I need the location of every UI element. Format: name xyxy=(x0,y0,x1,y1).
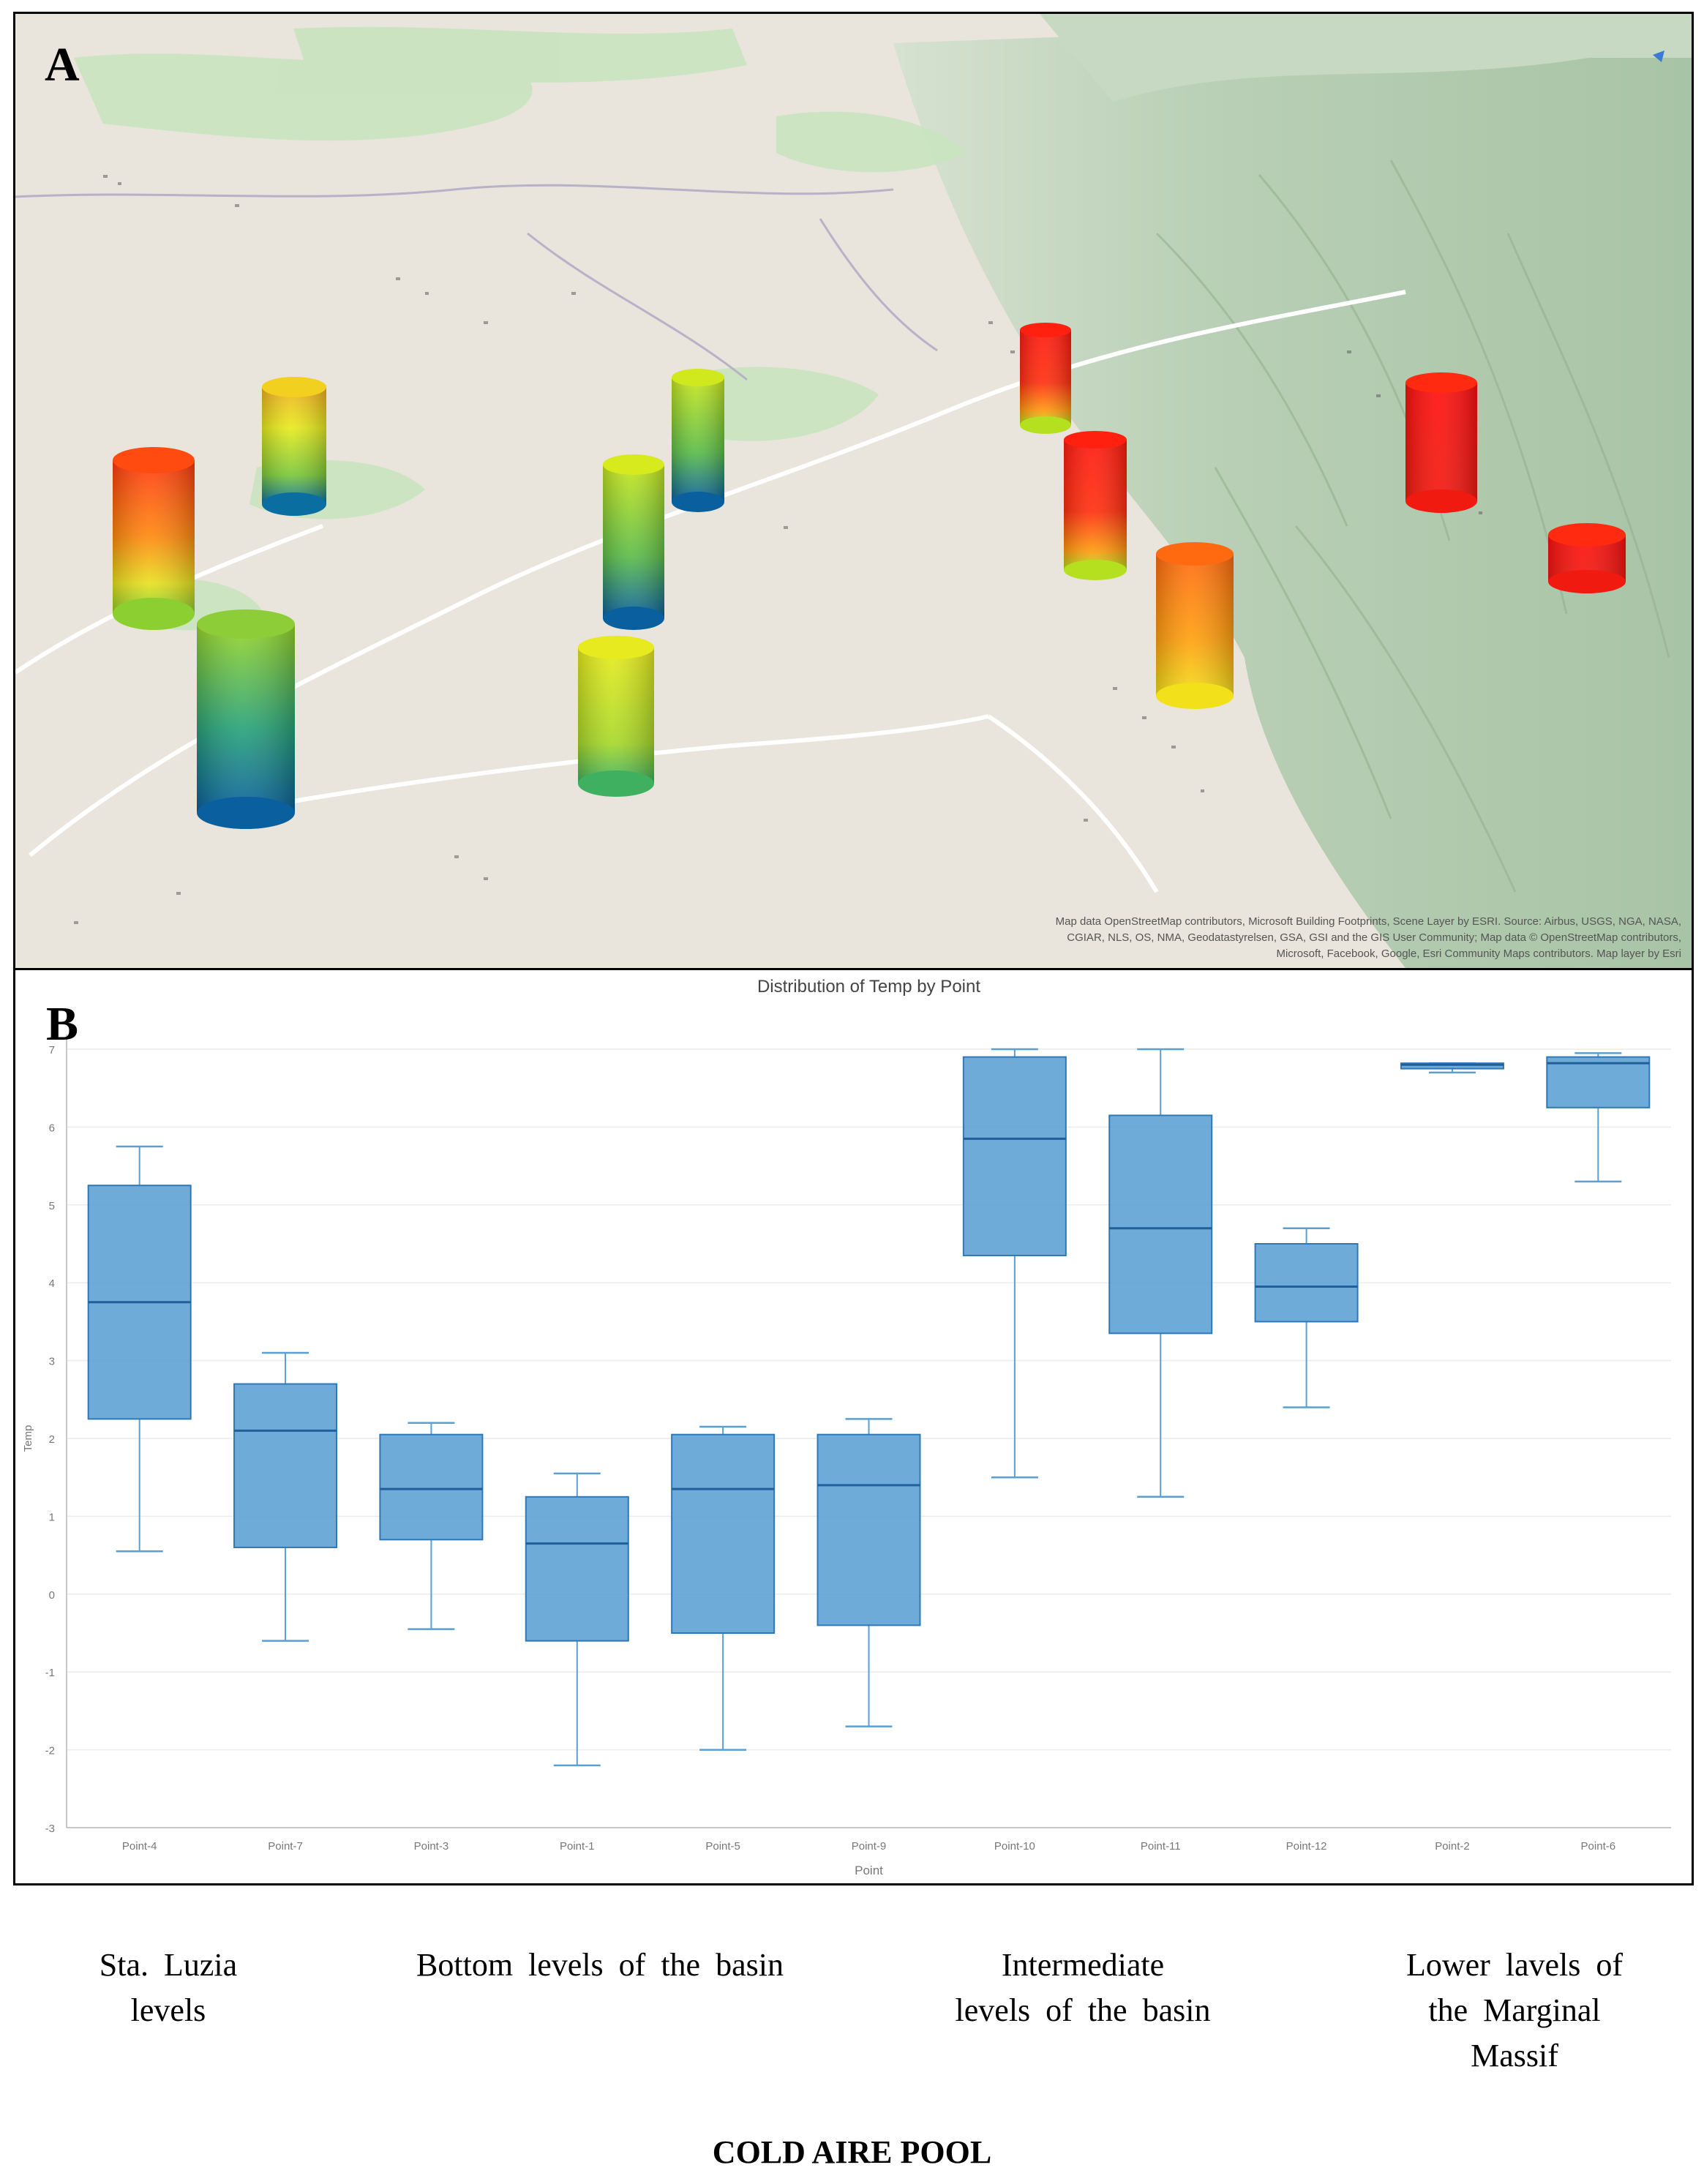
temp-cylinder xyxy=(1064,431,1127,580)
annotation-line: Bottom levels of the basin xyxy=(416,1947,784,1983)
panel-a-label: A xyxy=(45,38,80,91)
annotation-bottom: Bottom levels of the basin xyxy=(395,1943,805,1988)
box-point-11 xyxy=(1108,1114,1213,1335)
temp-cylinder xyxy=(672,369,724,512)
annotation-line: Intermediate xyxy=(1001,1947,1165,1983)
x-tick-label: Point-3 xyxy=(414,1840,449,1853)
temp-cylinder xyxy=(262,377,326,516)
temp-cylinder xyxy=(1405,372,1477,513)
box-point-1 xyxy=(525,1496,629,1642)
y-tick-label: 5 xyxy=(49,1200,55,1212)
x-tick-label: Point-7 xyxy=(268,1840,303,1853)
x-tick-label: Point-12 xyxy=(1286,1840,1327,1853)
temp-cylinder xyxy=(197,609,295,829)
chart-title: Distribution of Temp by Point xyxy=(757,977,980,997)
box-point-9 xyxy=(817,1433,921,1626)
panel-a-map: A Map data OpenStreetMap contributors, M… xyxy=(13,12,1694,970)
x-axis-label: Point xyxy=(855,1864,883,1877)
building-footprints xyxy=(74,175,1482,924)
x-tick-label: Point-6 xyxy=(1581,1840,1616,1853)
x-tick-label: Point-1 xyxy=(560,1840,595,1853)
temp-cylinder xyxy=(1548,523,1626,593)
x-tick-label: Point-4 xyxy=(122,1840,157,1853)
box-point-3 xyxy=(379,1433,484,1541)
x-tick-label: Point-9 xyxy=(852,1840,887,1853)
temp-cylinder xyxy=(578,636,654,797)
marginal-massif xyxy=(893,14,1692,968)
box-point-7 xyxy=(233,1383,338,1548)
annotation-line: Massif xyxy=(1471,2038,1558,2074)
minor-roads xyxy=(15,184,938,381)
panel-b-chart: Distribution of Temp by Point 7 6 5 4 3 2 1 0 -1 -… xyxy=(13,970,1694,1885)
annotation-lower: Lower lavels of the Marginal Massif xyxy=(1375,1943,1654,2079)
x-tick-label: Point-10 xyxy=(994,1840,1035,1853)
map-attribution: Map data OpenStreetMap contributors, Mic… xyxy=(1055,915,1681,960)
y-tick-label: 2 xyxy=(49,1433,55,1446)
box-point-12 xyxy=(1254,1243,1359,1323)
x-tick-label: Point-5 xyxy=(705,1840,740,1853)
annotation-line: Lower lavels of xyxy=(1405,1947,1624,1983)
y-tick-label: -2 xyxy=(45,1745,55,1757)
y-tick-label: -3 xyxy=(45,1823,55,1835)
annotation-line: levels of the basin xyxy=(955,1992,1211,2028)
x-tick-label: Point-11 xyxy=(1141,1840,1181,1853)
box-point-10 xyxy=(962,1056,1067,1256)
y-tick-label: -1 xyxy=(45,1667,55,1679)
box-point-2 xyxy=(1400,1062,1504,1070)
compass-icon xyxy=(1653,50,1664,62)
annotation-line: levels xyxy=(130,1992,206,2028)
y-tick-label: 0 xyxy=(49,1589,55,1602)
vegetation-patches xyxy=(74,26,967,631)
box-point-6 xyxy=(1546,1056,1651,1108)
panel-b-label: B xyxy=(46,997,79,1051)
footer-title: COLD AIRE POOL xyxy=(712,2134,992,2170)
boxplot-chart: Distribution of Temp by Point 7 6 5 4 3 2 1 0 -1 -… xyxy=(22,977,1671,1877)
annotation-sta-luzia: Sta. Luzia levels xyxy=(80,1943,256,2033)
y-tick-label: 4 xyxy=(49,1277,55,1290)
box-point-5 xyxy=(671,1433,776,1634)
mountain-ridges xyxy=(1155,160,1670,893)
x-tick-label: Point-2 xyxy=(1435,1840,1470,1853)
temp-cylinder xyxy=(1020,323,1071,434)
annotation-intermediate: Intermediate levels of the basin xyxy=(929,1943,1236,2033)
temp-cylinder xyxy=(113,447,195,630)
annotation-line: the Marginal xyxy=(1428,1992,1601,2028)
annotation-line: Sta. Luzia xyxy=(99,1947,238,1983)
y-axis-label: Temp xyxy=(22,1425,34,1452)
terrain-scene xyxy=(15,14,1692,968)
temp-cylinder xyxy=(603,454,664,630)
y-tick-label: 1 xyxy=(49,1511,55,1523)
y-tick-label: 3 xyxy=(49,1356,55,1368)
y-tick-label: 6 xyxy=(49,1122,55,1134)
temp-cylinder xyxy=(1156,542,1234,709)
ridge-top xyxy=(1040,14,1692,102)
y-tick-label: 7 xyxy=(49,1044,55,1057)
